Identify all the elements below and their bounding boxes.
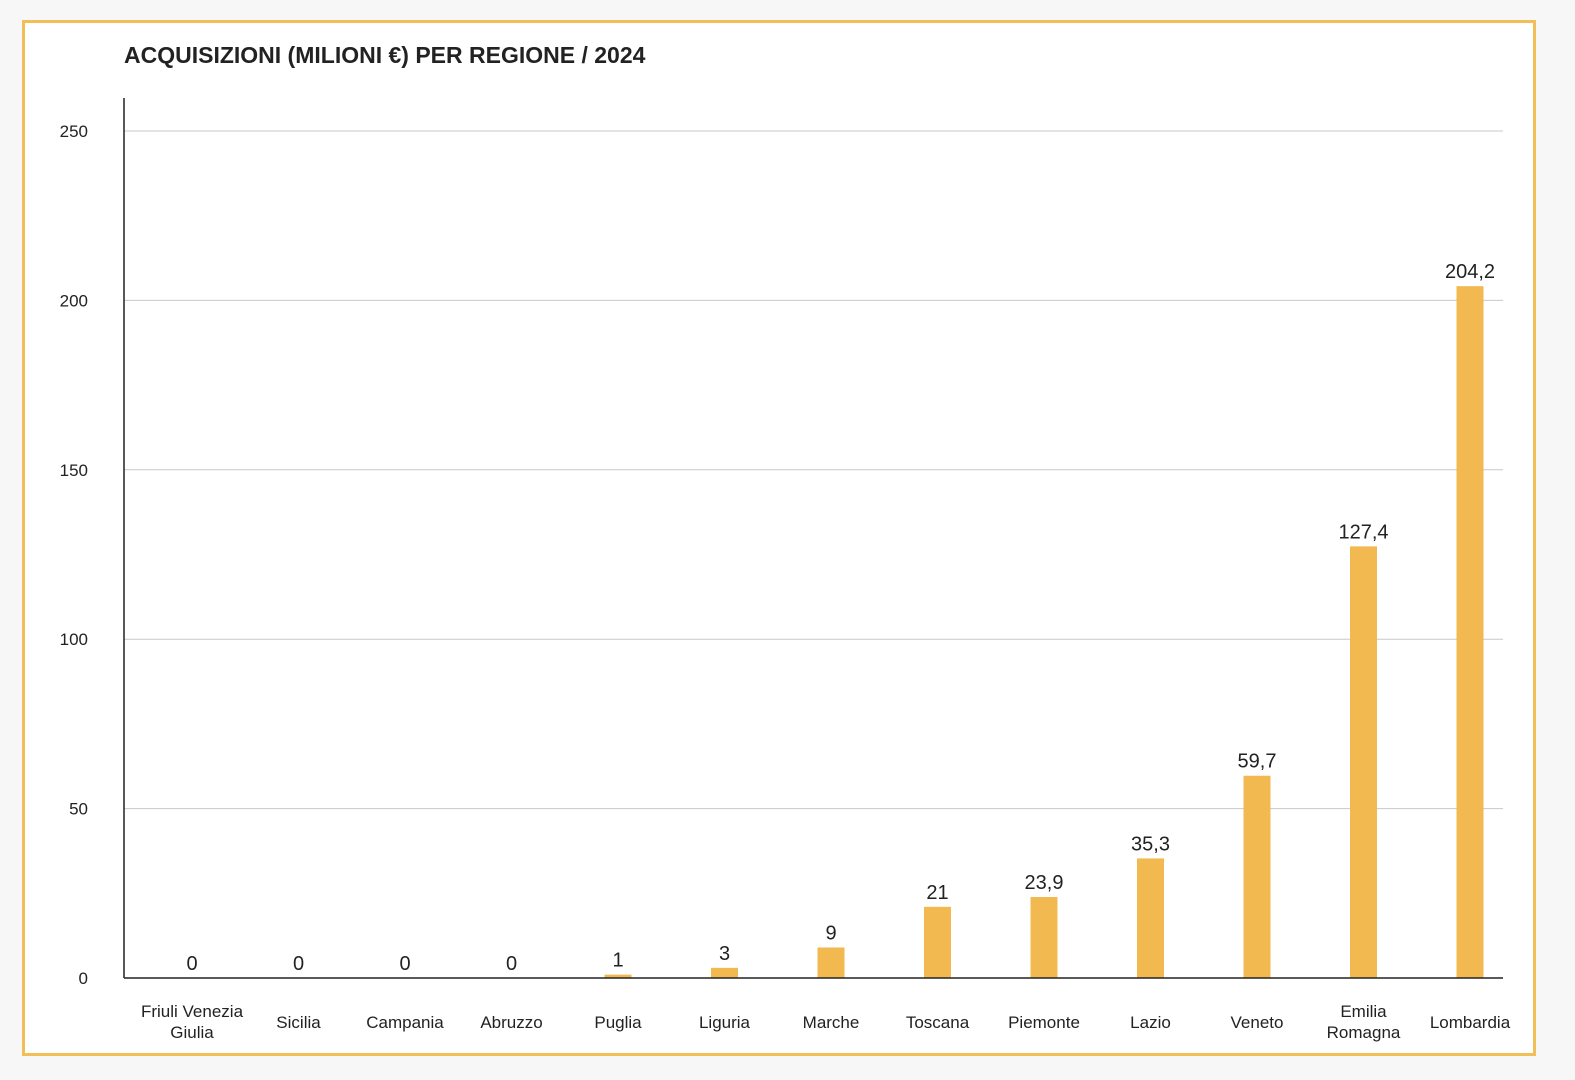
data-label: 0: [293, 953, 304, 975]
data-label: 23,9: [1025, 872, 1064, 894]
x-tick-label: Marche: [803, 1013, 860, 1032]
data-label: 21: [926, 882, 948, 904]
x-tick-label: Puglia: [594, 1013, 642, 1032]
x-tick-label: Friuli Venezia: [141, 1002, 244, 1021]
data-label: 0: [506, 953, 517, 975]
y-tick-label: 100: [60, 630, 88, 649]
data-label: 127,4: [1338, 521, 1388, 543]
bar: [1030, 897, 1058, 978]
bar: [1137, 858, 1164, 978]
bar: [1456, 286, 1484, 978]
data-label: 0: [399, 953, 410, 975]
bar: [817, 947, 845, 978]
y-tick-label: 0: [79, 969, 88, 988]
chart-title: ACQUISIZIONI (MILIONI €) PER REGIONE / 2…: [124, 42, 646, 68]
y-tick-label: 150: [60, 461, 88, 480]
chart-frame: [22, 20, 1536, 1056]
bar: [924, 906, 951, 978]
y-tick-label: 250: [60, 122, 88, 141]
data-label: 9: [825, 923, 836, 945]
x-tick-label: Campania: [366, 1013, 444, 1032]
x-tick-label: Emilia: [1340, 1002, 1387, 1021]
y-tick-label: 50: [69, 800, 88, 819]
bar: [604, 974, 632, 978]
x-tick-label: Abruzzo: [480, 1013, 542, 1032]
x-tick-label: Giulia: [170, 1023, 214, 1042]
bar: [1350, 546, 1377, 978]
x-tick-label: Lombardia: [1430, 1013, 1511, 1032]
data-label: 3: [719, 943, 730, 965]
x-tick-label: Piemonte: [1008, 1013, 1080, 1032]
data-label: 59,7: [1238, 751, 1277, 773]
x-tick-label: Toscana: [906, 1013, 970, 1032]
bar: [711, 967, 738, 978]
x-tick-label: Sicilia: [276, 1013, 321, 1032]
x-tick-label: Veneto: [1231, 1013, 1284, 1032]
data-label: 1: [612, 950, 623, 972]
data-label: 0: [186, 953, 197, 975]
x-tick-label: Lazio: [1130, 1013, 1171, 1032]
bar: [1243, 775, 1271, 978]
data-label: 35,3: [1131, 833, 1170, 855]
y-tick-label: 200: [60, 291, 88, 310]
data-label: 204,2: [1445, 261, 1495, 283]
x-tick-label: Romagna: [1327, 1023, 1401, 1042]
x-tick-label: Liguria: [699, 1013, 751, 1032]
